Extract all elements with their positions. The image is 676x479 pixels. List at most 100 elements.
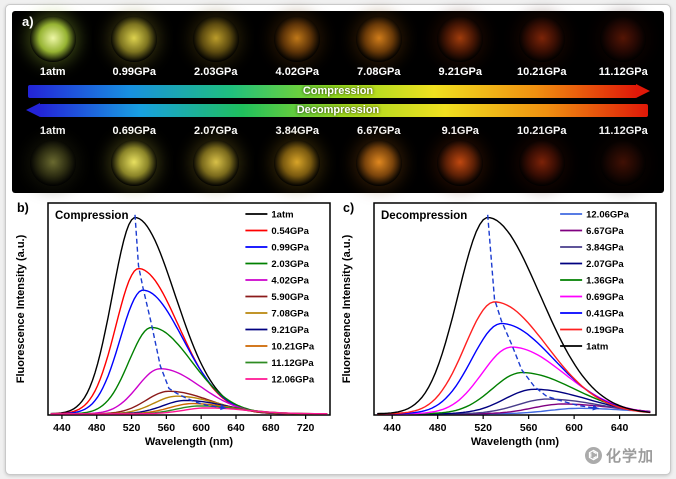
- sample-images-top-row: [12, 15, 664, 63]
- x-tick-label: 520: [474, 422, 492, 434]
- watermark-logo-icon: ⌬: [584, 447, 602, 464]
- legend-label: 0.41GPa: [586, 309, 624, 320]
- sample-photo: [518, 140, 565, 186]
- compression-spectra-chart: 440 480 520 560 600 640 680 720 Wavelength (nm) F…: [15, 201, 331, 448]
- arrow-gradient-bar: [28, 85, 637, 98]
- pressure-labels-top-row: 1atm 0.99GPa 2.03GPa 4.02GPa 7.08GPa 9.21GPa 1…: [12, 63, 664, 80]
- peak-shift-arrowhead-icon: [592, 404, 599, 411]
- sample-photo: [437, 140, 484, 186]
- arrow-head-right-icon: [636, 84, 650, 98]
- legend-label: 7.08GPa: [271, 309, 309, 320]
- pressure-label: 0.99GPa: [112, 65, 156, 78]
- x-tick-label: 560: [158, 422, 176, 434]
- legend-label: 1atm: [271, 210, 293, 221]
- legend-label: 9.21GPa: [271, 325, 309, 336]
- watermark-text: 化学加: [605, 448, 654, 465]
- x-tick-label: 680: [262, 422, 280, 434]
- x-axis-label: Wavelength (nm): [145, 436, 234, 448]
- pressure-label: 11.12GPa: [598, 124, 648, 137]
- compression-arrow-label: Compression: [302, 85, 374, 97]
- decompression-gradient-arrow: Decompression: [26, 103, 650, 118]
- pressure-label: 0.69GPa: [112, 124, 156, 137]
- sample-photo: [29, 140, 76, 186]
- chart-title: Decompression: [381, 210, 467, 222]
- pressure-label: 3.84GPa: [275, 124, 319, 137]
- panel-label: c): [343, 201, 354, 215]
- sample-photo: [274, 140, 321, 186]
- figure-card: a) 1atm 0.99GPa 2.03GPa 4.02GPa 7.08GPa 9.21G…: [5, 4, 671, 475]
- legend-label: 0.99GPa: [271, 243, 309, 254]
- x-tick-label: 720: [297, 422, 315, 434]
- arrow-gradient-bar: [39, 104, 648, 117]
- peak-shift-arrowhead-icon: [220, 404, 227, 411]
- sample-photo: [600, 140, 647, 186]
- decompression-spectra-chart: 440 480 520 560 600 640 Wavelength (nm) Fluores…: [341, 201, 657, 448]
- spectra-charts-row: 440 480 520 560 600 640 680 720 Wavelength (nm) F…: [12, 197, 664, 449]
- sample-photo: [355, 140, 402, 186]
- legend-label: 0.54GPa: [271, 226, 309, 237]
- x-tick-label: 440: [383, 422, 401, 434]
- sample-photo: [600, 16, 647, 62]
- y-axis-label: Fluorescence Intensity (a.u.): [15, 234, 27, 383]
- x-tick-label: 480: [429, 422, 447, 434]
- peak-shift-arrow: [134, 214, 227, 409]
- x-tick-label: 520: [123, 422, 141, 434]
- legend-label: 1.36GPa: [586, 276, 624, 287]
- legend-label: 5.90GPa: [271, 292, 309, 303]
- x-tick-label: 560: [520, 422, 538, 434]
- spectrum-curve: [50, 407, 328, 415]
- x-axis-label: Wavelength (nm): [471, 436, 560, 448]
- pressure-label: 1atm: [39, 124, 66, 137]
- pressure-label: 2.03GPa: [194, 65, 238, 78]
- legend-label: 0.69GPa: [586, 292, 624, 303]
- pressure-label: 1atm: [39, 65, 66, 78]
- legend-label: 3.84GPa: [586, 243, 624, 254]
- legend-label: 11.12GPa: [271, 358, 314, 369]
- legend-label: 2.07GPa: [586, 259, 624, 270]
- panel-label: b): [17, 201, 29, 215]
- legend-label: 12.06GPa: [271, 375, 314, 386]
- pressure-label: 9.21GPa: [438, 65, 482, 78]
- plot-frame: [373, 202, 657, 416]
- sample-images-bottom-row: [12, 139, 664, 187]
- pressure-label: 6.67GPa: [357, 124, 401, 137]
- pressure-label: 10.21GPa: [516, 65, 567, 78]
- pressure-label: 10.21GPa: [516, 124, 567, 137]
- panel-a-photos: a) 1atm 0.99GPa 2.03GPa 4.02GPa 7.08GPa 9.21G…: [12, 11, 664, 193]
- sample-photo: [518, 16, 565, 62]
- spectrum-curve: [377, 217, 651, 415]
- sample-photo: [111, 16, 158, 62]
- sample-photo: [437, 16, 484, 62]
- pressure-label: 11.12GPa: [598, 65, 648, 78]
- peak-shift-arrow: [487, 214, 599, 410]
- legend-label: 1atm: [586, 342, 608, 353]
- watermark: ⌬ 化学加: [584, 445, 654, 466]
- spectrum-curve: [377, 301, 651, 415]
- x-tick-label: 600: [192, 422, 210, 434]
- arrow-head-left-icon: [26, 103, 40, 117]
- decompression-arrow-label: Decompression: [296, 104, 380, 116]
- pressure-label: 9.1GPa: [441, 124, 479, 137]
- x-tick-label: 640: [611, 422, 629, 434]
- x-tick-label: 640: [227, 422, 245, 434]
- pressure-label: 2.07GPa: [194, 124, 238, 137]
- legend-label: 12.06GPa: [586, 210, 629, 221]
- x-tick-label: 600: [565, 422, 583, 434]
- panel-a-label: a): [22, 14, 34, 29]
- legend-label: 0.19GPa: [586, 325, 624, 336]
- sample-photo: [355, 16, 402, 62]
- sample-photo: [192, 16, 239, 62]
- sample-photo: [192, 140, 239, 186]
- chart-title: Compression: [55, 210, 129, 222]
- legend-label: 10.21GPa: [271, 342, 314, 353]
- x-tick-label: 440: [53, 422, 71, 434]
- pressure-label: 4.02GPa: [275, 65, 319, 78]
- pressure-labels-bottom-row: 1atm 0.69GPa 2.07GPa 3.84GPa 6.67GPa 9.1GPa 10…: [12, 122, 664, 139]
- sample-photo: [111, 140, 158, 186]
- legend-label: 2.03GPa: [271, 259, 309, 270]
- spectrum-curve: [377, 346, 651, 415]
- legend-label: 6.67GPa: [586, 226, 624, 237]
- compression-gradient-arrow: Compression: [26, 84, 650, 99]
- pressure-label: 7.08GPa: [357, 65, 401, 78]
- sample-photo: [29, 16, 76, 62]
